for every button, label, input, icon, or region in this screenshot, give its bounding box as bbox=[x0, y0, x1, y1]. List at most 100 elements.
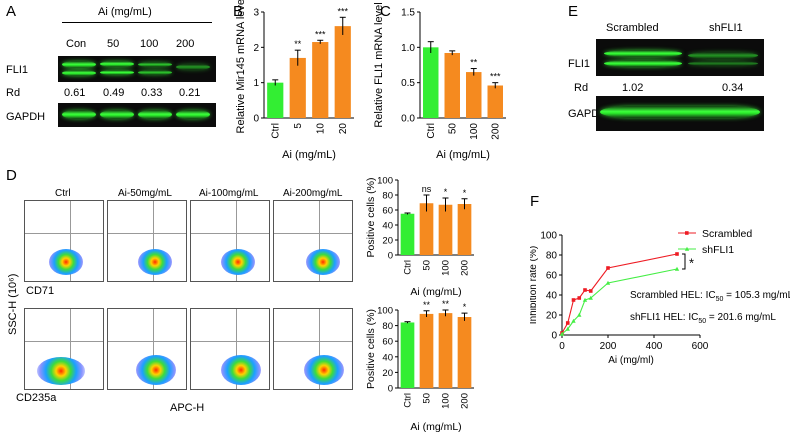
panel-label-d: D bbox=[6, 167, 17, 184]
x-tick-label: Ctrl bbox=[270, 123, 281, 139]
y-tick-label: 40 bbox=[382, 352, 393, 363]
legend-marker bbox=[685, 231, 689, 235]
x-tick-label: 200 bbox=[600, 341, 617, 352]
panel-label-c: C bbox=[380, 3, 391, 20]
significance-label: *** bbox=[490, 72, 501, 82]
bar bbox=[419, 203, 434, 255]
y-tick-label: 0.0 bbox=[401, 114, 415, 125]
bar bbox=[419, 313, 434, 388]
gate-line bbox=[236, 309, 237, 389]
data-point bbox=[577, 312, 582, 317]
blot-band bbox=[100, 110, 134, 119]
y-tick-label: 0 bbox=[253, 114, 259, 125]
rd-value: 0.61 bbox=[64, 87, 86, 99]
data-point bbox=[559, 331, 565, 336]
gate-line bbox=[191, 341, 269, 342]
chart-f: 0 20 40 60 80 100 0 200 400 600 Ai (mg/ml) Inhibiti… bbox=[530, 228, 790, 366]
lane-label: Scrambled bbox=[606, 22, 659, 34]
data-point bbox=[675, 252, 679, 256]
chart-d2: 0 20 40 60 80 100 Ctrl ** 50 ** 100 * 200 Ai (mg/mL) P… bbox=[365, 300, 474, 433]
gate-line bbox=[108, 233, 186, 234]
significance-label: ns bbox=[422, 184, 432, 194]
data-point bbox=[571, 318, 576, 323]
series-line bbox=[561, 268, 678, 335]
x-tick-label: Ctrl bbox=[403, 393, 414, 408]
x-axis-label: Ai (mg/mL) bbox=[410, 286, 461, 298]
x-axis-label: Ai (mg/mL) bbox=[282, 149, 336, 161]
blot-band bbox=[100, 61, 134, 67]
y-tick-label: 1 bbox=[253, 78, 259, 89]
blot-band bbox=[138, 70, 172, 75]
flow-plot bbox=[190, 200, 270, 282]
blot-band bbox=[100, 70, 134, 75]
y-tick-label: 0.5 bbox=[401, 78, 415, 89]
blot-band bbox=[62, 61, 96, 68]
blot-band bbox=[600, 106, 760, 118]
panel-label-b: B bbox=[233, 3, 244, 20]
y-tick-label: 20 bbox=[546, 311, 558, 322]
gate-line bbox=[70, 201, 71, 281]
gate-line bbox=[153, 309, 154, 389]
blot-band bbox=[688, 61, 758, 66]
significance-bracket bbox=[682, 253, 686, 270]
fli1-blot bbox=[596, 39, 764, 76]
y-tick-label: 0 bbox=[388, 384, 393, 395]
significance-label: * bbox=[444, 187, 448, 197]
flow-x-axis-label: APC-H bbox=[170, 402, 205, 414]
gate-line bbox=[153, 201, 154, 281]
blot-band bbox=[176, 64, 210, 70]
panel-label-f: F bbox=[530, 193, 540, 210]
flow-plot bbox=[190, 308, 270, 390]
flow-column-label: Ai-50mg/mL bbox=[118, 188, 172, 199]
cell-population bbox=[49, 249, 83, 275]
y-axis-label: Positive cells (%) bbox=[365, 178, 377, 258]
bar bbox=[457, 204, 472, 255]
panel-a-title: Ai (mg/mL) bbox=[98, 6, 152, 18]
blot-band bbox=[138, 62, 172, 67]
flow-marker-label: CD235a bbox=[16, 392, 57, 404]
flow-column-label: Ctrl bbox=[55, 188, 71, 199]
y-tick-label: 60 bbox=[546, 271, 558, 282]
gate-line bbox=[108, 341, 186, 342]
x-tick-label: 100 bbox=[441, 393, 452, 409]
blot-band bbox=[176, 110, 210, 119]
legend-label: Scrambled bbox=[702, 228, 752, 240]
rd-value: 0.33 bbox=[141, 87, 163, 99]
y-tick-label: 60 bbox=[382, 337, 393, 348]
panel-a-title-line bbox=[62, 22, 212, 23]
x-tick-label: 200 bbox=[490, 123, 501, 140]
flow-column-label: Ai-100mg/mL bbox=[199, 188, 259, 199]
lane-label: 50 bbox=[107, 38, 120, 50]
chart-b: 0 1 2 3 Ctrl ** 5 *** 10 *** 20 Ai (mg/mL) Relative … bbox=[235, 0, 354, 161]
gapdh-blot bbox=[596, 96, 764, 131]
series-line bbox=[561, 253, 678, 334]
y-axis-label: Inhibition rate (%) bbox=[530, 246, 539, 324]
cell-population bbox=[136, 355, 176, 385]
y-tick-label: 20 bbox=[382, 236, 393, 247]
y-axis-label: Relative FLI1 mRNA level bbox=[373, 2, 385, 127]
x-tick-label: 10 bbox=[315, 123, 326, 135]
panel-label-e: E bbox=[568, 3, 579, 20]
bar bbox=[400, 213, 415, 255]
flow-marker-label: CD71 bbox=[26, 285, 55, 297]
lane-label: 200 bbox=[176, 38, 195, 50]
data-point bbox=[606, 266, 610, 270]
y-tick-label: 3 bbox=[253, 8, 259, 19]
x-tick-label: 20 bbox=[338, 123, 349, 135]
bar bbox=[438, 204, 453, 255]
significance-label: ** bbox=[294, 39, 302, 49]
row-label-gapdh: GAPDH bbox=[6, 111, 46, 123]
y-tick-label: 80 bbox=[546, 251, 558, 262]
blot-band bbox=[62, 110, 96, 119]
significance-label: ** bbox=[470, 58, 478, 68]
y-axis-label: Relative Mir145 mRNA level bbox=[235, 0, 247, 133]
x-axis-label: Ai (mg/mL) bbox=[436, 149, 490, 161]
cell-population bbox=[37, 357, 85, 385]
cell-population bbox=[306, 249, 340, 275]
x-tick-label: Ctrl bbox=[403, 260, 414, 275]
significance-label: ** bbox=[423, 300, 431, 310]
y-tick-label: 80 bbox=[382, 321, 393, 332]
cell-population bbox=[221, 249, 255, 275]
significance-label: * bbox=[689, 256, 694, 271]
y-tick-label: 2 bbox=[253, 43, 259, 54]
